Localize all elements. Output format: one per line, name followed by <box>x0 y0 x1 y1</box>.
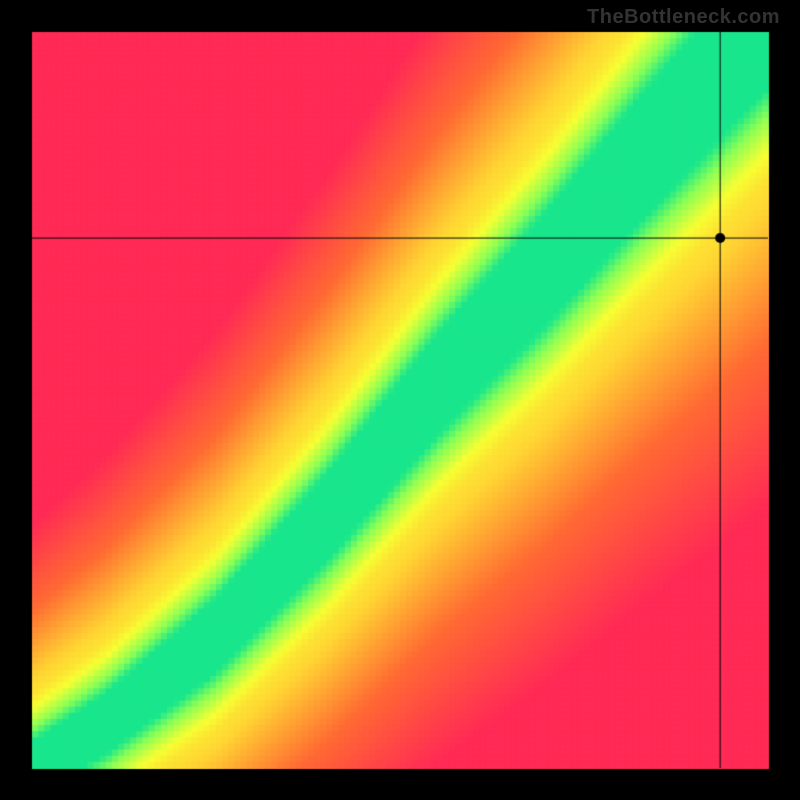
watermark-text: TheBottleneck.com <box>587 6 780 29</box>
chart-container: { "watermark": "TheBottleneck.com", "can… <box>0 0 800 800</box>
bottleneck-heatmap <box>0 0 800 800</box>
